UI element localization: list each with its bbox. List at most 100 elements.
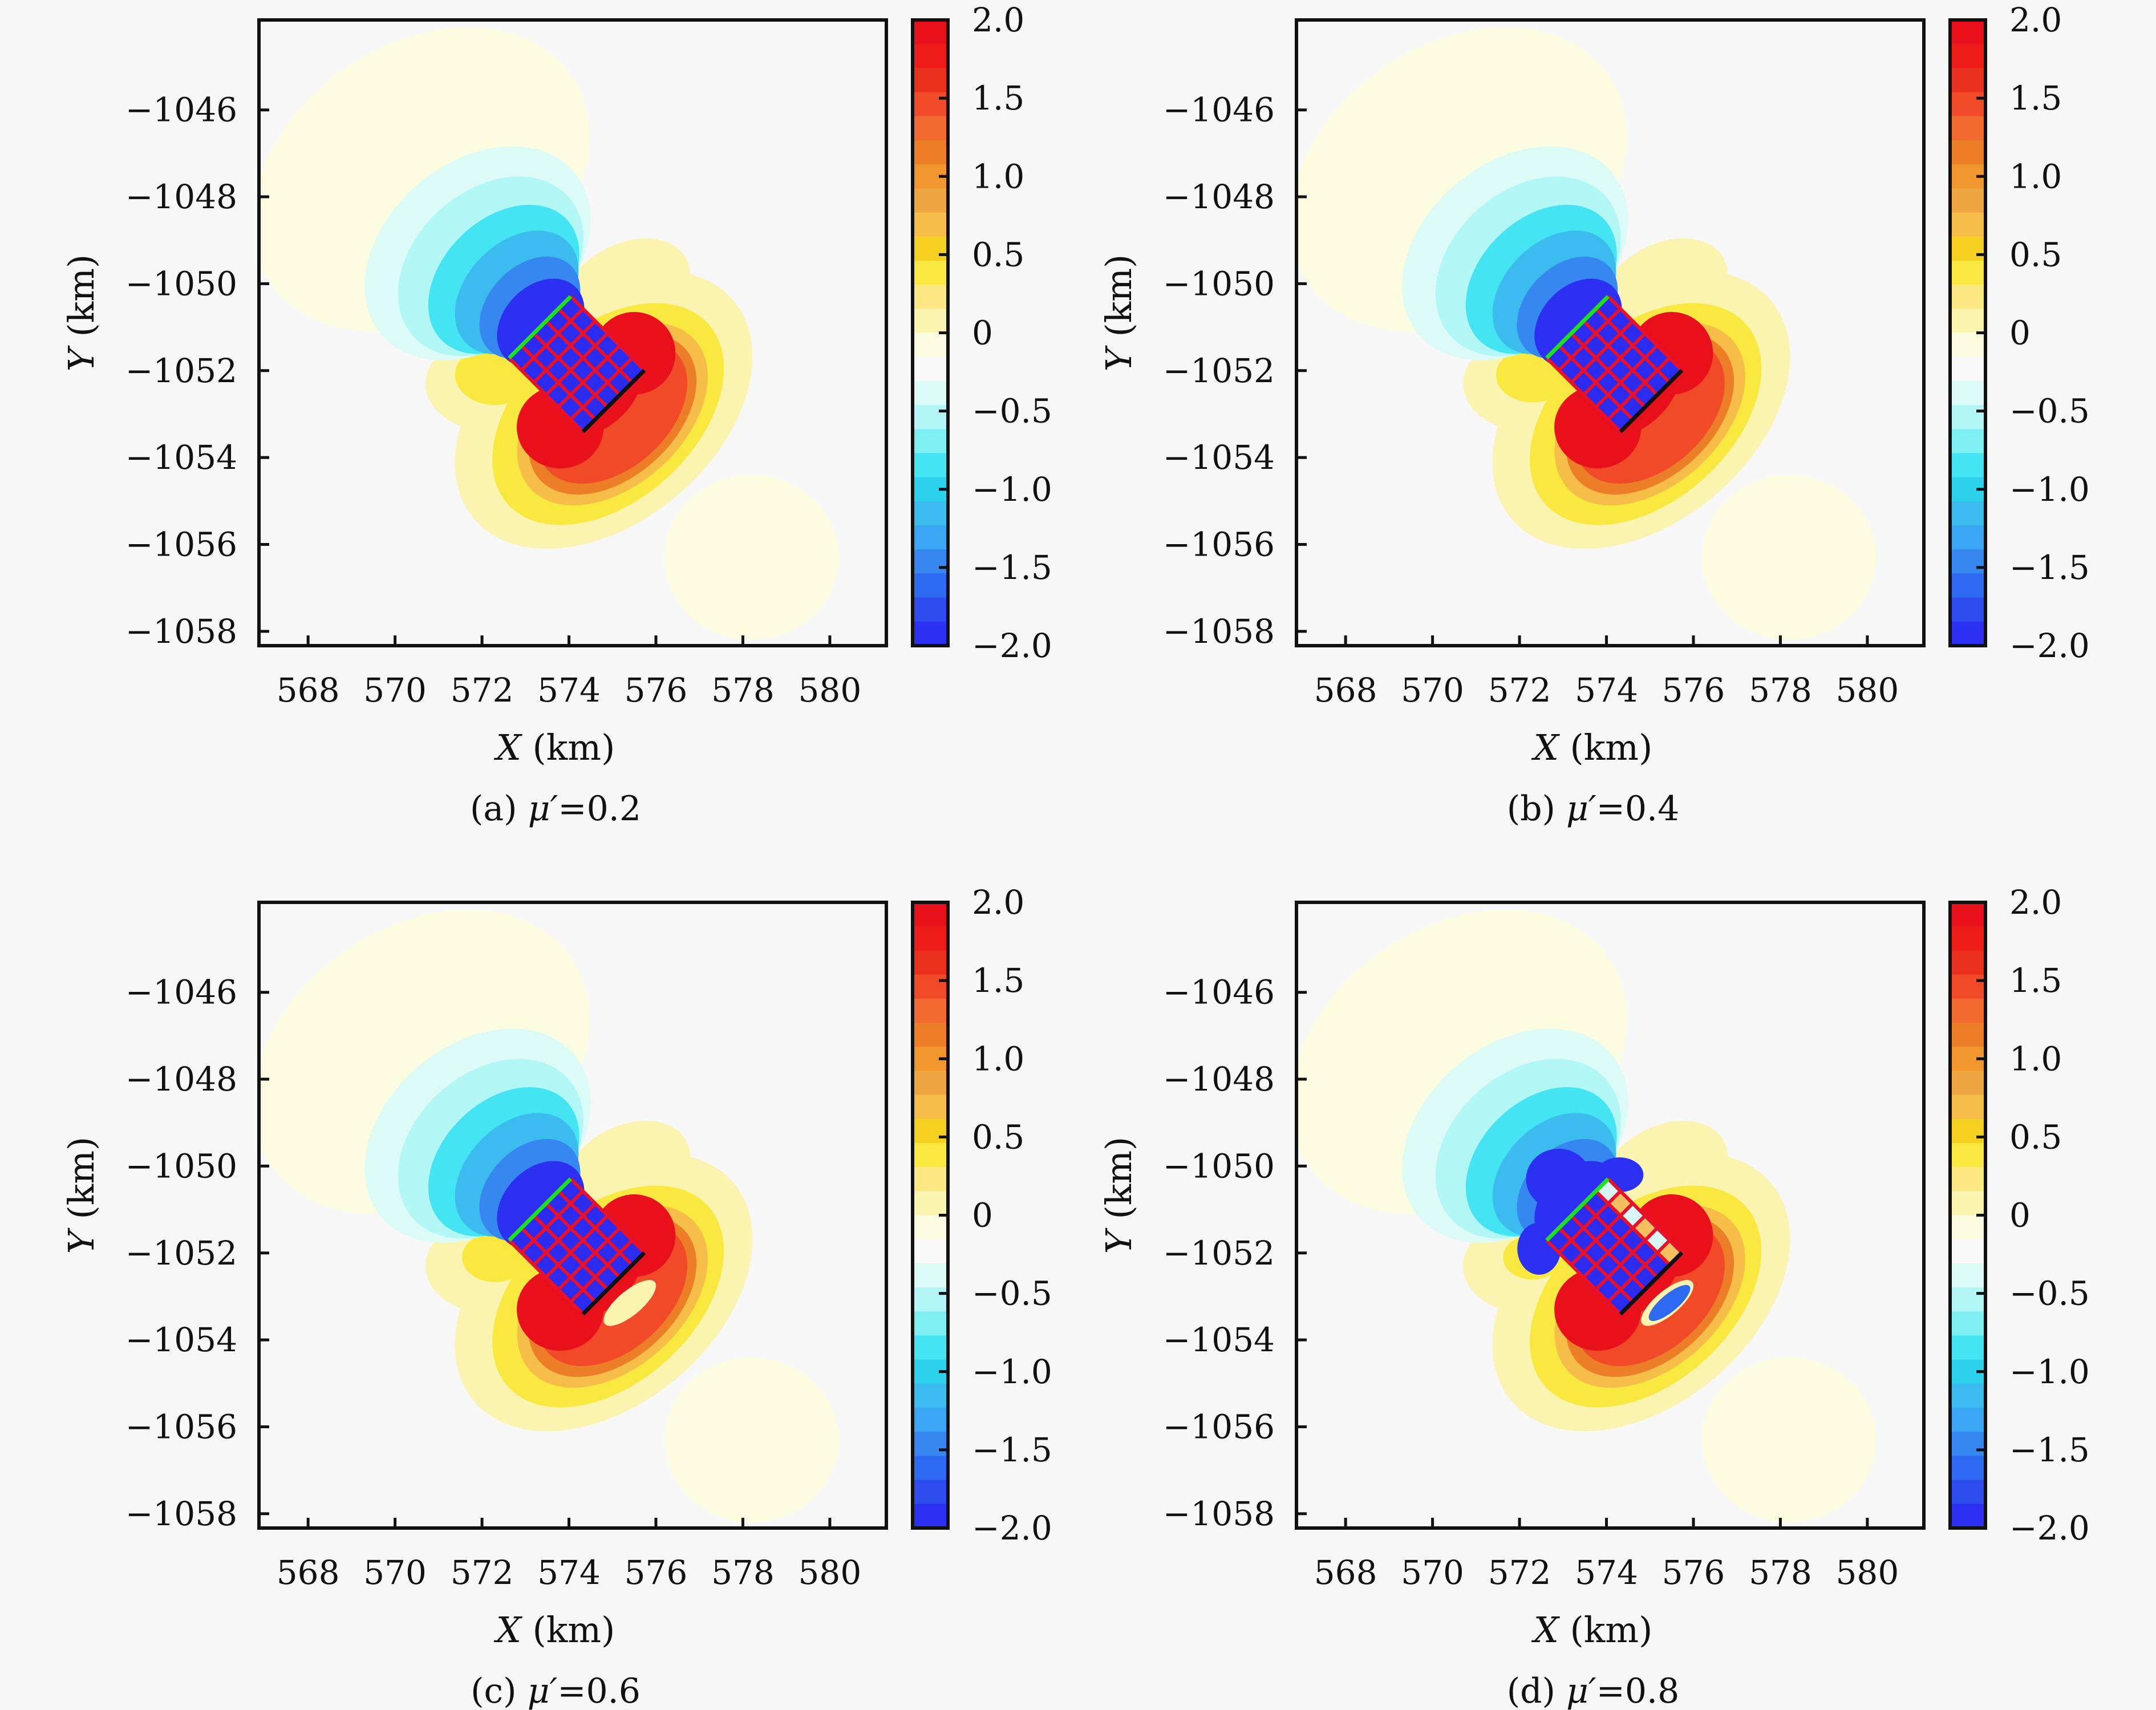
colorbar-band — [913, 1071, 948, 1096]
y-tick-label: −1052 — [1163, 351, 1275, 390]
colorbar-tick-label: 0 — [2009, 1196, 2031, 1235]
fault-grid-line — [1545, 1239, 1622, 1316]
x-axis-label: X (km) — [494, 727, 615, 768]
x-tick-label: 572 — [451, 671, 514, 710]
colorbar-band — [913, 573, 948, 598]
fault-top-edge — [1545, 1177, 1610, 1242]
fault-grid-line — [1558, 1226, 1634, 1303]
fault-grid-line — [520, 1190, 585, 1254]
colorbar-band — [913, 1191, 948, 1216]
panel-d: 568 570 572 574 576 578 580 −1046 −1048 −1050 −105… — [1098, 883, 2090, 1710]
plot-frame — [257, 18, 888, 647]
fault-bottom-edge — [1619, 1251, 1684, 1316]
stress-field — [259, 902, 886, 1528]
caption-value: =0.2 — [558, 789, 641, 829]
x-tick-label: 572 — [1488, 671, 1551, 710]
colorbar-band — [913, 1456, 948, 1481]
colorbar-tick-label: −2.0 — [2009, 626, 2090, 665]
panel-caption: (d) μ′=0.8 — [1507, 1671, 1680, 1710]
colorbar-tick-label: −1.5 — [972, 1431, 1052, 1469]
colorbar-tick-label: 1.0 — [2009, 157, 2062, 196]
colorbar-tick-label: −2.0 — [972, 1509, 1052, 1547]
fault-grid-line — [545, 332, 609, 396]
colorbar-tick-label: 1.5 — [972, 961, 1024, 1000]
fault-grid-line — [545, 1214, 609, 1279]
colorbar-band — [913, 1119, 948, 1144]
colorbar-tick-label: 1.5 — [2009, 79, 2062, 117]
y-tick-label: −1058 — [125, 612, 237, 651]
x-tick-label: 568 — [277, 671, 340, 710]
x-tick-label: 578 — [1749, 671, 1812, 710]
colorbar-band — [1950, 1119, 1985, 1144]
x-tick-label: 570 — [1401, 1553, 1464, 1592]
colorbar-band — [1950, 1335, 1985, 1360]
y-axis-label: Y (km) — [60, 254, 102, 371]
stress-field — [259, 20, 886, 646]
colorbar-band — [913, 356, 948, 382]
fault-plane — [1545, 295, 1684, 433]
caption-prefix: (d) — [1507, 1671, 1566, 1710]
fault-grid-line — [532, 319, 597, 384]
colorbar-band — [913, 1215, 948, 1240]
y-tick-label: −1046 — [1163, 973, 1275, 1012]
colorbar-tick-label: −0.5 — [972, 1274, 1052, 1313]
colorbar-band — [913, 1480, 948, 1505]
colorbar-band — [913, 1408, 948, 1432]
colorbar-band — [913, 260, 948, 285]
x-tick-label: 568 — [1314, 1553, 1377, 1592]
colorbar-band — [913, 20, 948, 44]
caption-value: =0.8 — [1596, 1671, 1680, 1710]
colorbar-tick-label: 0 — [972, 314, 993, 352]
colorbar-tick-label: 1.0 — [2009, 1039, 2062, 1078]
y-axis-var: Y — [60, 345, 102, 371]
colorbar-band — [1950, 140, 1985, 165]
colorbar: 2.0 1.5 1.0 0.5 0 −0.5 −1.0 −1.5 −2.0 — [911, 1, 1052, 665]
colorbar-band — [1950, 429, 1985, 454]
colorbar-band — [913, 140, 948, 165]
colorbar-band — [913, 429, 948, 454]
y-tick-label: −1056 — [125, 525, 237, 564]
colorbar-band — [913, 525, 948, 550]
fault-grid-line — [557, 1226, 621, 1291]
x-axis-label: X (km) — [1531, 1609, 1653, 1651]
colorbar-band — [1950, 1071, 1985, 1096]
colorbar-band — [1950, 974, 1985, 999]
fault-grid-line — [1607, 295, 1683, 372]
colorbar-band — [913, 998, 948, 1023]
colorbar-tick-label: −1.0 — [2009, 470, 2090, 509]
panels: 568 570 572 574 576 578 580 −1046 −1048 −1050 −105… — [60, 1, 2090, 1710]
x-tick-label: 570 — [363, 1553, 427, 1592]
fault-grid-line — [1607, 1239, 1671, 1303]
colorbar-band — [913, 236, 948, 261]
caption-value: =0.6 — [557, 1671, 641, 1710]
fault-grid-line — [1594, 307, 1671, 384]
colorbar-tick-label: 2.0 — [972, 1, 1024, 39]
x-tick-label: 576 — [1662, 1553, 1725, 1592]
colorbar-band — [1950, 525, 1985, 550]
colorbar-band — [1950, 380, 1985, 406]
fault-grid-line — [1582, 1214, 1647, 1279]
fault-grid-line — [1558, 344, 1634, 421]
colorbar-band — [1950, 1383, 1985, 1408]
fault-grid-line — [545, 1202, 621, 1279]
fault-grid-line — [1570, 319, 1634, 384]
field-contour — [664, 1357, 839, 1523]
field-contour — [1702, 475, 1877, 641]
field-contour — [1702, 1357, 1877, 1523]
colorbar-band — [913, 1311, 948, 1336]
x-tick-label: 574 — [1575, 671, 1638, 710]
x-axis-unit: (km) — [1559, 727, 1652, 768]
x-tick-label: 572 — [1488, 1553, 1551, 1592]
panel-c: 568 570 572 574 576 578 580 −1046 −1048 −1050 −105… — [60, 883, 1052, 1710]
colorbar-band — [913, 1287, 948, 1312]
colorbar-band — [1950, 116, 1985, 141]
colorbar-band — [913, 1432, 948, 1457]
fault-grid-line — [569, 356, 634, 421]
fault-top-edge — [508, 1177, 572, 1242]
x-axis-label: X (km) — [1531, 727, 1653, 768]
colorbar-tick-label: 1.0 — [972, 157, 1024, 196]
colorbar-band — [913, 116, 948, 141]
fault-grid-line — [569, 1239, 634, 1303]
x-axis-var: X — [1531, 727, 1561, 768]
